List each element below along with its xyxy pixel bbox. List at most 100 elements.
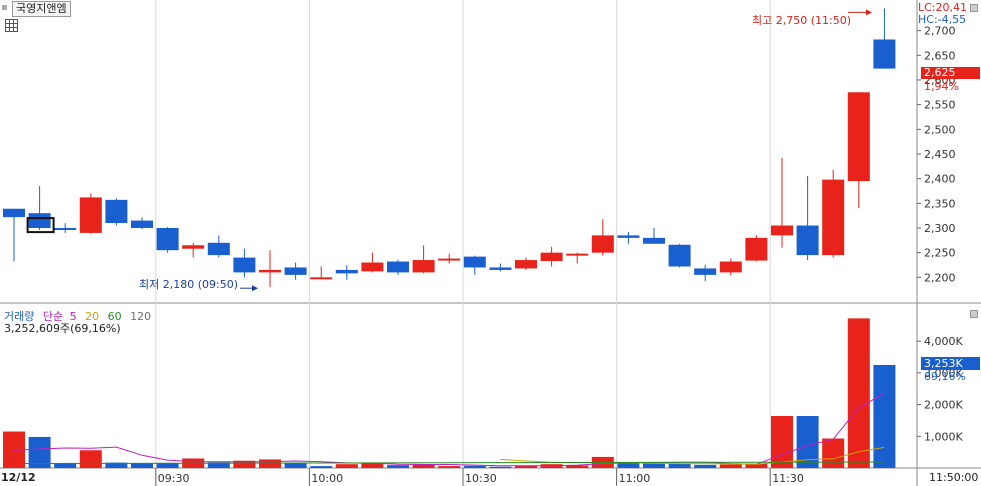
volume-bar — [412, 464, 435, 468]
grid-table-icon[interactable] — [5, 19, 18, 32]
volume-bar — [771, 416, 793, 468]
price-tick-label: 2,500 — [924, 123, 956, 136]
candle-body — [668, 244, 691, 267]
candle-body — [3, 208, 25, 218]
candle-body — [873, 39, 896, 69]
volume-bar — [131, 463, 153, 468]
volume-bar — [156, 462, 179, 468]
stock-name-label[interactable]: 국영지앤엠 — [12, 1, 71, 17]
candle-body — [617, 235, 640, 238]
volume-bar — [54, 463, 77, 468]
candle-body — [361, 262, 384, 272]
end-time-label: 11:50:00 — [929, 471, 979, 484]
time-tick-label: 10:30 — [465, 472, 497, 485]
volume-tick-label: 1,000K — [924, 430, 963, 443]
candle-body — [335, 269, 358, 274]
price-tick-label: 2,200 — [924, 271, 956, 284]
legend-ma60[interactable]: 60 — [107, 310, 122, 323]
volume-panel-settings-icon[interactable] — [970, 310, 978, 318]
candle-body — [643, 237, 665, 244]
date-label: 12/12 — [1, 471, 36, 484]
high-annotation: 최고 2,750 (11:50) — [752, 14, 852, 27]
price-tick-label: 2,250 — [924, 247, 956, 260]
legend-ma5[interactable]: 5 — [69, 310, 77, 323]
candle-body — [105, 199, 128, 224]
candle-body — [387, 261, 409, 273]
panel-settings-icon[interactable] — [970, 4, 978, 12]
candle-body — [540, 252, 563, 262]
volume-bar — [566, 465, 589, 468]
candle-body — [182, 245, 205, 249]
price-tick-label: 2,400 — [924, 173, 956, 186]
candle-body — [694, 268, 717, 275]
volume-bar — [105, 462, 128, 468]
time-tick-label: 09:30 — [158, 472, 190, 485]
volume-bar — [847, 318, 870, 468]
volume-bar — [617, 462, 640, 468]
volume-bar — [438, 466, 461, 468]
price-tick-label: 2,450 — [924, 148, 956, 161]
volume-bar — [463, 465, 486, 468]
candle-body — [54, 227, 77, 230]
candle-body — [515, 260, 537, 269]
candle-body — [310, 277, 333, 280]
time-tick-label: 11:00 — [619, 472, 651, 485]
volume-bar — [745, 463, 768, 468]
candle-body — [591, 235, 614, 253]
volume-bar — [515, 465, 537, 468]
low-arrow-head — [252, 285, 258, 292]
legend-ma120[interactable]: 120 — [130, 310, 152, 323]
volume-bar — [259, 459, 281, 468]
candle-body — [131, 220, 153, 228]
candle-body — [463, 256, 486, 268]
candle-body — [156, 227, 179, 251]
volume-bar — [361, 463, 384, 468]
candle-body — [719, 261, 742, 273]
volume-tick-label: 2,000K — [924, 399, 963, 412]
candle-body — [489, 267, 512, 270]
price-tick-label: 2,300 — [924, 222, 956, 235]
time-tick-label: 10:00 — [311, 472, 343, 485]
candle-body — [438, 258, 461, 261]
price-tick-label: 2,650 — [924, 49, 956, 62]
candle-body — [771, 225, 793, 236]
candle-body — [745, 237, 768, 261]
volume-bar — [207, 462, 230, 468]
volume-bar — [796, 416, 819, 468]
candle-body — [79, 197, 102, 233]
candle-body — [28, 213, 51, 228]
legend-volume[interactable]: 거래량 — [4, 310, 35, 323]
candle-body — [284, 267, 307, 275]
ma60-line — [13, 461, 885, 465]
candle-body — [233, 257, 256, 273]
ma5-line — [13, 392, 885, 467]
legend-ma20[interactable]: 20 — [85, 310, 100, 323]
volume-bar — [822, 438, 845, 468]
volume-bar — [284, 462, 307, 468]
price-tick-label: 2,350 — [924, 197, 956, 210]
legend-simple[interactable]: 단순 — [42, 310, 64, 323]
lc-label: LC:20,41 — [918, 1, 968, 14]
time-tick-label: 11:30 — [772, 472, 804, 485]
menu-square-icon[interactable] — [2, 5, 7, 10]
volume-tick-label: 4,000K — [924, 335, 963, 348]
candle-body — [412, 260, 435, 273]
volume-bar — [310, 466, 333, 468]
volume-bar — [233, 460, 256, 468]
price-tick-label: 2,550 — [924, 99, 956, 112]
selection-box — [26, 217, 55, 234]
hc-label: HC:-4,55 — [918, 13, 967, 26]
candle-body — [566, 253, 589, 256]
candle-body — [796, 225, 819, 256]
candle-body — [822, 179, 845, 256]
candle-body — [207, 242, 230, 256]
volume-bar — [643, 463, 665, 468]
current-price-badge: 2,625 — [921, 67, 980, 79]
price-tick-label: 2,700 — [924, 25, 956, 38]
volume-bar — [28, 436, 51, 468]
volume-total-label: 3,252,609주(69,16%) — [4, 322, 121, 335]
volume-bar — [873, 364, 896, 468]
volume-bar — [335, 464, 358, 468]
volume-bar — [387, 465, 409, 468]
